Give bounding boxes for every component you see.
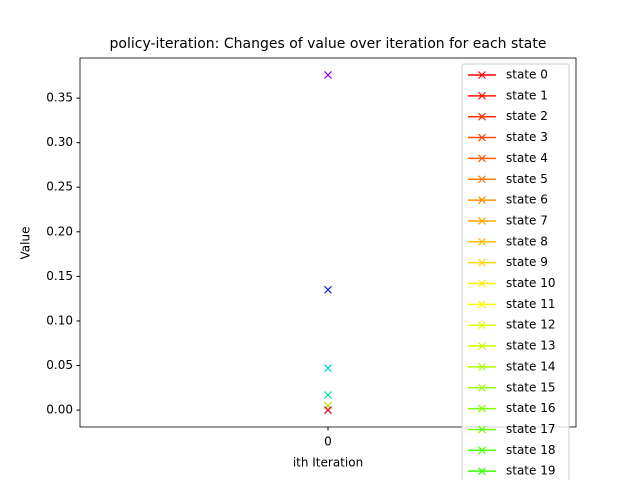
legend-marker [478,112,486,121]
series [324,390,332,399]
data-point [324,71,332,79]
y-tick-label: 0.15 [46,269,73,283]
legend-marker [478,321,486,330]
legend-marker [478,91,486,100]
legend-box [461,63,570,480]
series [324,71,332,79]
legend-marker [478,467,486,476]
legend-marker [478,175,486,184]
legend-label: state 2 [506,109,548,123]
legend-marker [478,196,486,205]
legend-marker [478,342,486,350]
chart-title: policy-iteration: Changes of value over … [110,36,547,52]
data-point [324,390,332,399]
legend-label: state 6 [506,193,548,207]
legend-label: state 10 [506,276,555,290]
legend-label: state 4 [506,151,548,165]
x-tick-label: 0 [324,435,332,449]
y-tick-label: 0.25 [46,180,73,194]
data-point [324,406,332,414]
legend-label: state 16 [506,401,555,415]
y-tick-label: 0.05 [46,358,73,372]
legend-label: state 1 [506,88,548,102]
legend-label: state 18 [506,443,555,457]
series [324,406,332,414]
legend-label: state 7 [506,213,548,227]
legend-marker [478,300,486,309]
legend-label: state 0 [506,68,548,82]
y-tick-label: 0.00 [46,403,73,417]
legend-marker [478,404,486,413]
legend-marker [478,383,486,392]
legend-label: state 14 [506,359,555,373]
legend-label: state 15 [506,380,555,394]
legend-label: state 19 [506,464,555,478]
legend-label: state 9 [506,255,548,269]
legend-marker [478,237,486,246]
legend-marker [478,446,486,455]
legend-marker [478,133,486,142]
x-axis-label: ith Iteration [293,456,363,470]
y-tick-label: 0.35 [46,91,73,105]
legend-marker [478,217,486,225]
legend-marker [478,362,486,371]
legend-marker [478,71,486,79]
legend-label: state 8 [506,234,548,248]
legend-label: state 12 [506,318,555,332]
legend-label: state 13 [506,339,555,353]
legend-marker [478,279,486,288]
plot-frame [79,57,577,428]
y-tick-label: 0.10 [46,313,73,327]
legend-marker [478,154,486,163]
legend-marker [478,425,486,434]
legend-label: state 5 [506,172,548,186]
y-tick-label: 0.20 [46,224,73,238]
series [324,285,332,294]
data-point [324,285,332,294]
y-tick-label: 0.30 [46,135,73,149]
data-point [324,364,332,373]
legend-marker [478,258,486,267]
series [324,364,332,373]
legend-label: state 3 [506,130,548,144]
legend-label: state 17 [506,422,555,436]
legend-label: state 11 [506,297,555,311]
y-axis-label: Value [19,227,33,260]
